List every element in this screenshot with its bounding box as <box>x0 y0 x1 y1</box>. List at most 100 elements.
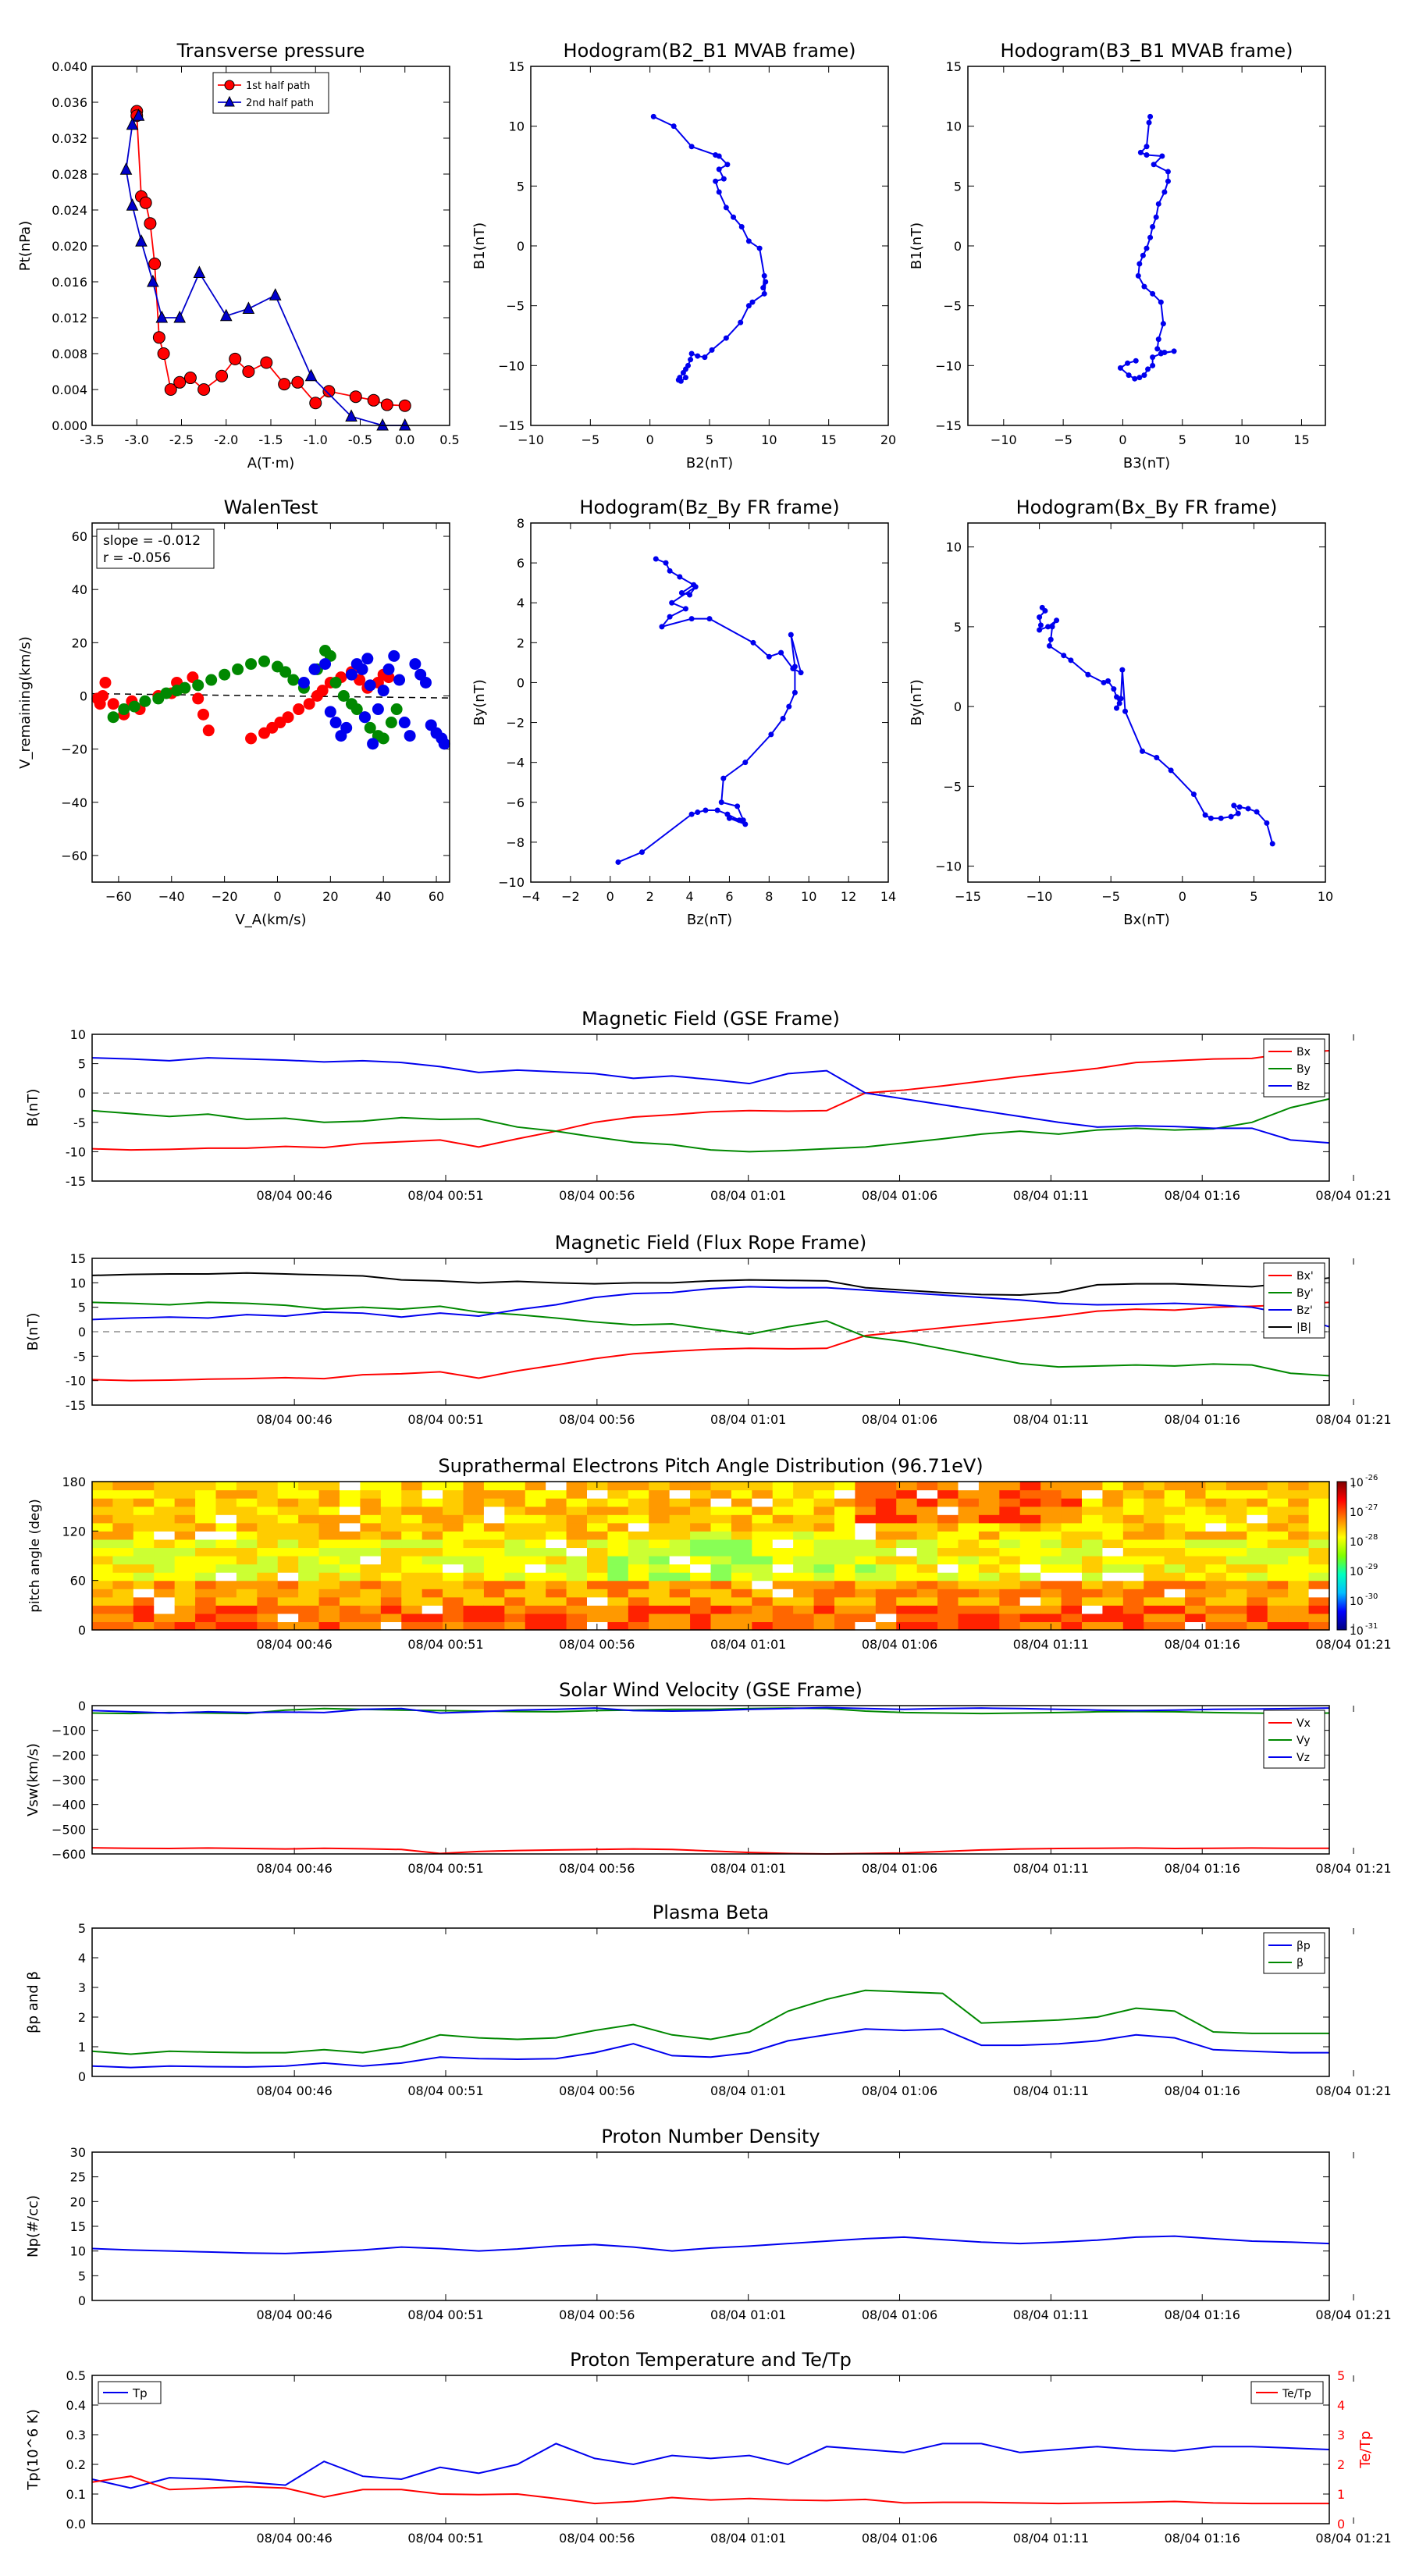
heatmap-cell <box>1288 1621 1310 1631</box>
heatmap-cell <box>855 1580 877 1589</box>
heatmap-cell <box>669 1613 691 1623</box>
heatmap-cell <box>1019 1589 1041 1598</box>
x-tick-label: 08/04 00:51 <box>407 1412 483 1427</box>
data-point <box>682 375 688 381</box>
heatmap-cell <box>463 1596 485 1606</box>
heatmap-cell <box>1061 1498 1083 1507</box>
heatmap-cell <box>1102 1531 1124 1540</box>
heatmap-cell <box>401 1522 423 1532</box>
heatmap-cell <box>1082 1531 1104 1540</box>
x-tick-label: 08/04 01:06 <box>862 1861 937 1876</box>
heatmap-cell <box>999 1514 1021 1524</box>
heatmap-cell <box>607 1498 629 1507</box>
heatmap-cell <box>1185 1621 1207 1631</box>
y-tick-label: 0 <box>954 699 962 714</box>
heatmap-cell <box>587 1605 609 1614</box>
heatmap-cell <box>1061 1596 1083 1606</box>
heatmap-cell <box>174 1498 196 1507</box>
heatmap-cell <box>236 1605 258 1614</box>
y-tick-label: 5 <box>78 2268 86 2283</box>
heatmap-cell <box>1247 1482 1268 1491</box>
data-point <box>157 347 170 360</box>
x-tick-label: 08/04 00:56 <box>559 2083 635 2098</box>
data-point <box>139 196 152 209</box>
heatmap-cell <box>1205 1522 1227 1532</box>
heatmap-cell <box>443 1556 464 1565</box>
data-point <box>1141 283 1147 290</box>
y-tick-label: -15 <box>66 1398 86 1413</box>
heatmap-cell <box>587 1596 609 1606</box>
y-tick-label: 0.036 <box>52 95 87 110</box>
data-point <box>1141 372 1147 379</box>
heatmap-cell <box>772 1564 794 1573</box>
y-tick-label: −60 <box>61 849 87 863</box>
heatmap-cell <box>855 1489 877 1499</box>
y-tick-label: 0.5 <box>66 2368 86 2383</box>
heatmap-cell <box>793 1556 815 1565</box>
data-point <box>192 679 205 692</box>
heatmap-cell <box>360 1498 382 1507</box>
heatmap-cell <box>772 1531 794 1540</box>
heatmap-cell <box>298 1605 320 1614</box>
colorbar-label: 10 <box>1350 1566 1364 1578</box>
data-point <box>361 653 374 665</box>
heatmap-cell <box>710 1605 732 1614</box>
data-point <box>1126 372 1132 379</box>
data-point <box>1168 767 1174 774</box>
heatmap-cell <box>710 1621 732 1631</box>
data-point <box>409 658 422 671</box>
data-point <box>678 589 685 596</box>
heatmap-cell <box>1267 1605 1289 1614</box>
heatmap-cell <box>978 1531 1000 1540</box>
heatmap-cell <box>607 1564 629 1573</box>
plot-frame <box>91 66 450 426</box>
data-point <box>749 299 756 305</box>
heatmap-cell <box>1061 1589 1083 1598</box>
data-point <box>97 689 109 702</box>
heatmap-cell <box>649 1489 670 1499</box>
heatmap-cell <box>463 1531 485 1540</box>
heatmap-cell <box>916 1539 938 1549</box>
heatmap-cell <box>463 1580 485 1589</box>
data-point <box>308 663 321 675</box>
data-point <box>398 399 411 412</box>
heatmap-cell <box>112 1506 134 1515</box>
plot-frame <box>530 522 889 883</box>
heatmap-cell <box>1308 1531 1330 1540</box>
heatmap-cell <box>1122 1572 1144 1582</box>
y-axis-label: pitch angle (deg) <box>27 1499 43 1613</box>
y-tick-label: -5 <box>73 1349 86 1364</box>
heatmap-cell <box>1164 1605 1186 1614</box>
heatmap-cell <box>318 1531 340 1540</box>
heatmap-cell <box>380 1596 402 1606</box>
y-tick-label: 0 <box>80 688 87 703</box>
heatmap-cell <box>154 1489 176 1499</box>
heatmap-cell <box>1308 1556 1330 1565</box>
heatmap-cell <box>1082 1589 1104 1598</box>
chart-title: Hodogram(Bx_By FR frame) <box>1016 496 1278 518</box>
heatmap-cell <box>1247 1514 1268 1524</box>
heatmap-cell <box>504 1613 526 1623</box>
data-point <box>1135 272 1141 279</box>
heatmap-cell <box>380 1621 402 1631</box>
heatmap-cell <box>257 1514 279 1524</box>
heatmap-cell <box>360 1556 382 1565</box>
y-tick-label: 2 <box>517 635 525 650</box>
heatmap-cell <box>649 1547 670 1557</box>
heatmap-cell <box>174 1605 196 1614</box>
heatmap-cell <box>1225 1514 1247 1524</box>
y-tick-label: −15 <box>935 418 962 433</box>
heatmap-cell <box>380 1522 402 1532</box>
heatmap-cell <box>607 1572 629 1582</box>
data-point <box>702 354 708 361</box>
x-axis-label: V_A(km/s) <box>235 912 306 928</box>
heatmap-cell <box>978 1556 1000 1565</box>
heatmap-cell <box>587 1482 609 1491</box>
x-tick-label: −10 <box>1026 889 1053 904</box>
heatmap-cell <box>1288 1589 1310 1598</box>
y-tick-label: 0 <box>78 2293 86 2308</box>
chart-title: Hodogram(B2_B1 MVAB frame) <box>564 40 856 62</box>
heatmap-cell <box>896 1498 918 1507</box>
heatmap-cell <box>401 1531 423 1540</box>
heatmap-cell <box>112 1621 134 1631</box>
